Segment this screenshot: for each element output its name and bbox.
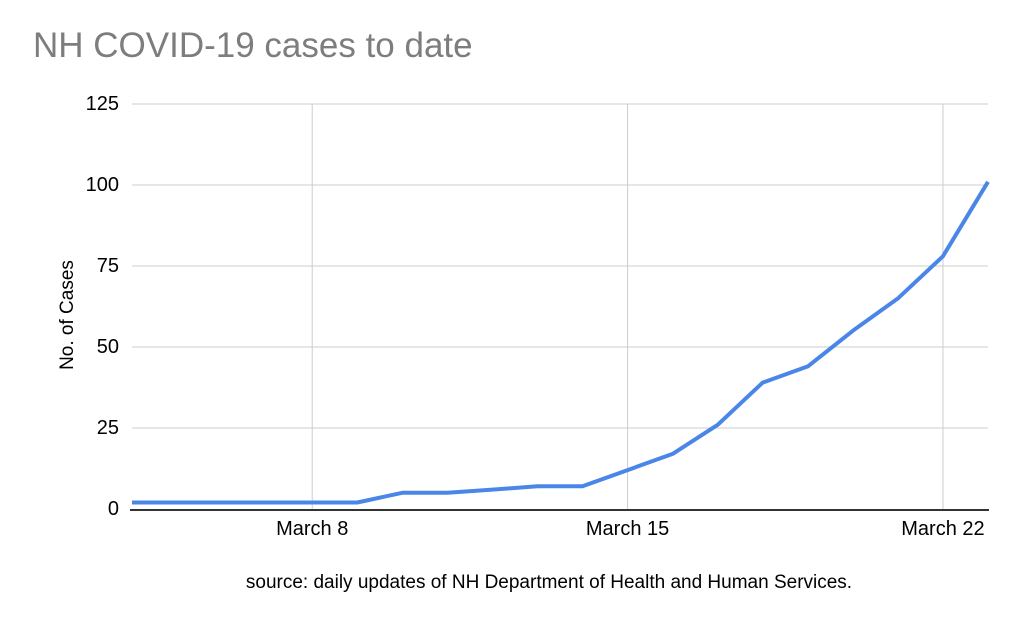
y-axis-tick-label: 100 [85, 174, 119, 196]
y-axis-tick-label: 75 [96, 255, 119, 277]
y-axis-tick-label: 50 [96, 336, 119, 358]
x-axis-tick-label: March 22 [901, 518, 985, 540]
x-axis-tick-label: March 15 [585, 518, 670, 540]
source-caption: source: daily updates of NH Department o… [245, 572, 853, 593]
cases-line-series [132, 180, 990, 505]
y-axis-tick-label: 25 [96, 417, 119, 439]
y-axis-tick-label: 0 [107, 498, 119, 520]
chart-title: NH COVID-19 cases to date [33, 26, 473, 65]
x-axis-tick-label: March 8 [276, 518, 349, 540]
y-axis-tick-label: 125 [85, 93, 119, 115]
